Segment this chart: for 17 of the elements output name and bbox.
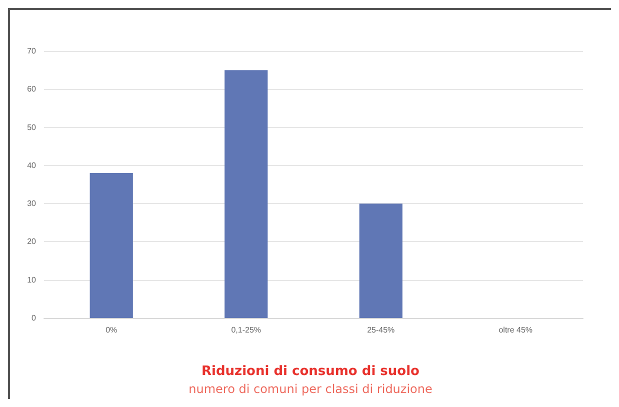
y-tick-label: 70 [27,46,37,56]
bar [359,204,402,318]
y-tick-label: 50 [27,122,37,132]
text: Riduzioni di consumo di suolo [202,364,420,379]
bar [90,173,133,318]
y-tick-label: 30 [27,199,37,208]
x-tick-label: oltre 45% [498,326,533,334]
bar [224,70,268,318]
y-tick-label: 0 [32,314,37,322]
y-tick-label: 10 [27,275,37,284]
y-tick-label: 60 [27,84,37,94]
y-tick-label: 20 [27,237,37,246]
x-tick-label: 0% [106,326,118,334]
y-tick-label: 40 [27,160,37,170]
x-tick-label: 25-45% [367,326,395,334]
text: numero di comuni per classi di riduzione [188,382,432,396]
x-tick-label: 0,1-25% [231,326,262,334]
